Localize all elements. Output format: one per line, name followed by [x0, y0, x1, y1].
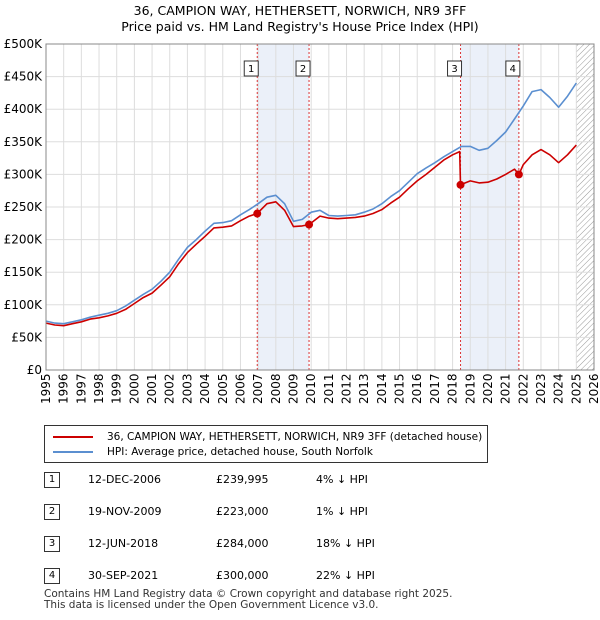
legend-property-label: 36, CAMPION WAY, HETHERSETT, NORWICH, NR…	[107, 431, 483, 443]
x-tick-label: 2022	[516, 373, 530, 404]
x-tick-label: 2026	[587, 373, 600, 404]
chart-title-block: 36, CAMPION WAY, HETHERSETT, NORWICH, NR…	[0, 3, 600, 35]
legend-property-line	[53, 436, 93, 438]
sale-label-number: 2	[300, 64, 306, 75]
x-tick-label: 2020	[481, 373, 495, 404]
x-tick-label: 2024	[552, 373, 566, 404]
x-tick-label: 2003	[180, 373, 194, 404]
sale-label-box	[447, 60, 463, 77]
plot-border	[45, 43, 595, 371]
sale-label-box	[243, 60, 259, 77]
sale-row: 4 30-SEP-2021 £300,000 22% ↓ HPI	[44, 568, 464, 584]
x-tick-label: 1996	[57, 373, 71, 404]
y-tick-label: £150K	[4, 265, 44, 279]
sale-date: 12-JUN-2018	[88, 537, 159, 550]
sale-point	[456, 180, 465, 189]
sale-hpi-diff: 18% ↓ HPI	[316, 537, 375, 550]
sale-point	[514, 170, 523, 179]
x-tick-label: 2005	[216, 373, 230, 404]
y-tick-label: £500K	[4, 37, 44, 51]
sale-label-number: 4	[510, 64, 516, 75]
x-tick-label: 2023	[534, 373, 548, 404]
y-tick-label: £300K	[4, 167, 44, 181]
sale-row: 3 12-JUN-2018 £284,000 18% ↓ HPI	[44, 536, 464, 552]
y-tick-label: £450K	[4, 70, 44, 84]
x-tick-label: 2000	[127, 373, 141, 404]
sale-price: £223,000	[216, 505, 269, 518]
sale-price: £284,000	[216, 537, 269, 550]
x-tick-label: 2016	[410, 373, 424, 404]
hpi-line	[46, 82, 577, 325]
sale-number: 2	[44, 504, 60, 520]
sale-hpi-diff: 1% ↓ HPI	[316, 505, 368, 518]
chart-title: 36, CAMPION WAY, HETHERSETT, NORWICH, NR…	[133, 3, 467, 18]
x-tick-label: 2009	[286, 373, 300, 404]
sale-number: 1	[44, 472, 60, 488]
x-tick-label: 2011	[322, 373, 336, 404]
sale-hpi-diff: 4% ↓ HPI	[316, 473, 368, 486]
sale-row: 2 19-NOV-2009 £223,000 1% ↓ HPI	[44, 504, 464, 520]
chart-legend: 36, CAMPION WAY, HETHERSETT, NORWICH, NR…	[44, 425, 488, 463]
x-tick-label: 1998	[92, 373, 106, 404]
y-tick-label: £50K	[11, 330, 43, 344]
x-tick-label: 2015	[393, 373, 407, 404]
x-tick-label: 2002	[163, 373, 177, 404]
x-tick-label: 2021	[499, 373, 513, 404]
price-chart: 1 2 3 4 £0 £50K £100K £150K £200K £250K £300K £350K…	[4, 37, 600, 404]
legend-hpi-line	[53, 451, 93, 453]
x-tick-label: 2006	[233, 373, 247, 404]
footer-notice: Contains HM Land Registry data © Crown c…	[44, 589, 452, 611]
y-tick-label: £350K	[4, 135, 44, 149]
y-tick-label: £250K	[4, 200, 44, 214]
sale-date: 30-SEP-2021	[88, 569, 159, 582]
sale-hpi-diff: 22% ↓ HPI	[316, 569, 375, 582]
x-tick-label: 2001	[145, 373, 159, 404]
y-tick-label: £200K	[4, 233, 44, 247]
sale-point	[253, 209, 262, 218]
sale-label-box	[505, 60, 521, 77]
sale-point	[305, 220, 314, 229]
x-tick-label: 1999	[110, 373, 124, 404]
x-tick-label: 2007	[251, 373, 265, 404]
sale-row: 1 12-DEC-2006 £239,995 4% ↓ HPI	[44, 472, 464, 488]
legend-hpi-label: HPI: Average price, detached house, Sout…	[107, 446, 373, 458]
x-tick-label: 1995	[39, 373, 53, 404]
y-tick-label: £0	[27, 363, 42, 377]
x-tick-label: 2008	[269, 373, 283, 404]
chart-subtitle: Price paid vs. HM Land Registry's House …	[121, 19, 479, 34]
y-tick-label: £100K	[4, 298, 44, 312]
sale-date: 12-DEC-2006	[88, 473, 162, 486]
x-tick-label: 2017	[428, 373, 442, 404]
footer-copyright: Contains HM Land Registry data © Crown c…	[44, 588, 453, 600]
footer-licence: This data is licensed under the Open Gov…	[44, 599, 379, 611]
x-tick-label: 2012	[340, 373, 354, 404]
sale-number: 3	[44, 536, 60, 552]
property-price-line	[46, 144, 577, 327]
x-tick-label: 2018	[446, 373, 460, 404]
x-tick-label: 2010	[304, 373, 318, 404]
y-tick-label: £400K	[4, 102, 44, 116]
legend-property: 36, CAMPION WAY, HETHERSETT, NORWICH, NR…	[53, 430, 482, 444]
x-tick-label: 2004	[198, 373, 212, 404]
x-tick-label: 2025	[569, 373, 583, 404]
sale-date: 19-NOV-2009	[88, 505, 162, 518]
sale-label-number: 3	[451, 64, 457, 75]
x-tick-label: 2013	[357, 373, 371, 404]
sale-label-number: 1	[248, 64, 254, 75]
sale-price: £300,000	[216, 569, 269, 582]
sale-price: £239,995	[216, 473, 269, 486]
legend-hpi: HPI: Average price, detached house, Sout…	[53, 445, 373, 459]
x-tick-label: 2019	[463, 373, 477, 404]
x-tick-label: 2014	[375, 373, 389, 404]
sale-label-box	[295, 60, 311, 77]
x-tick-label: 1997	[74, 373, 88, 404]
sale-number: 4	[44, 568, 60, 584]
